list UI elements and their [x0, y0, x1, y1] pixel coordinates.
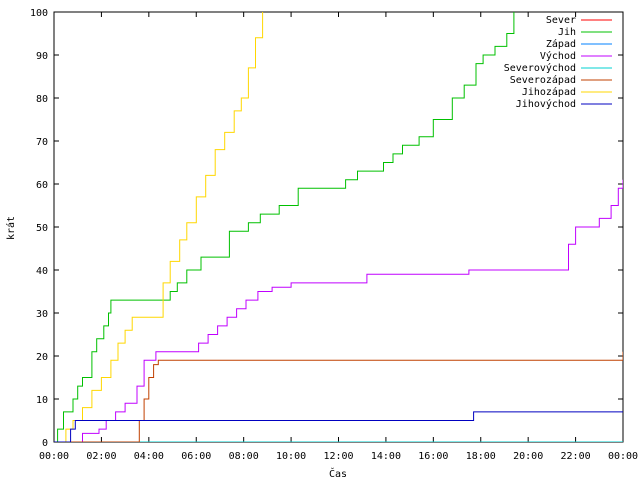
series-line-6	[54, 12, 264, 442]
y-tick-label: 10	[36, 395, 48, 406]
legend-label: Západ	[546, 38, 576, 50]
y-tick-label: 60	[36, 180, 48, 191]
legend-label: Severovýchod	[504, 62, 576, 74]
x-tick-label: 08:00	[229, 451, 259, 462]
x-tick-label: 18:00	[466, 451, 496, 462]
series-line-7	[54, 411, 623, 442]
y-axis-label: krát	[5, 216, 17, 240]
x-tick-label: 20:00	[513, 451, 543, 462]
legend-label: Jihozápad	[522, 86, 576, 98]
y-tick-label: 80	[36, 94, 48, 105]
y-tick-label: 70	[36, 137, 48, 148]
x-tick-label: 10:00	[276, 451, 306, 462]
y-tick-label: 100	[30, 8, 48, 19]
x-tick-label: 00:00	[608, 451, 638, 462]
x-tick-label: 22:00	[561, 451, 591, 462]
series-line-3	[54, 179, 623, 442]
legend-label: Jih	[558, 27, 576, 38]
series-line-5	[54, 351, 623, 442]
legend-label: Jihovýchod	[516, 98, 576, 110]
x-tick-label: 16:00	[418, 451, 448, 462]
x-tick-label: 00:00	[39, 451, 69, 462]
y-tick-label: 90	[36, 51, 48, 62]
y-tick-label: 30	[36, 309, 48, 320]
y-tick-label: 50	[36, 223, 48, 234]
series-lines	[54, 12, 623, 442]
y-tick-label: 20	[36, 352, 48, 363]
x-axis-label: Čas	[329, 467, 347, 480]
legend-label: Sever	[546, 15, 576, 26]
legend-label: Východ	[540, 50, 576, 62]
x-tick-label: 02:00	[86, 451, 116, 462]
x-tick-label: 14:00	[371, 451, 401, 462]
legend: SeverJihZápadVýchodSeverovýchodSeverozáp…	[504, 15, 612, 110]
x-tick-label: 12:00	[323, 451, 353, 462]
x-tick-label: 04:00	[134, 451, 164, 462]
y-tick-label: 40	[36, 266, 48, 277]
legend-label: Severozápad	[510, 74, 576, 86]
series-line-1	[54, 12, 515, 442]
y-tick-label: 0	[42, 438, 48, 449]
x-tick-label: 06:00	[181, 451, 211, 462]
